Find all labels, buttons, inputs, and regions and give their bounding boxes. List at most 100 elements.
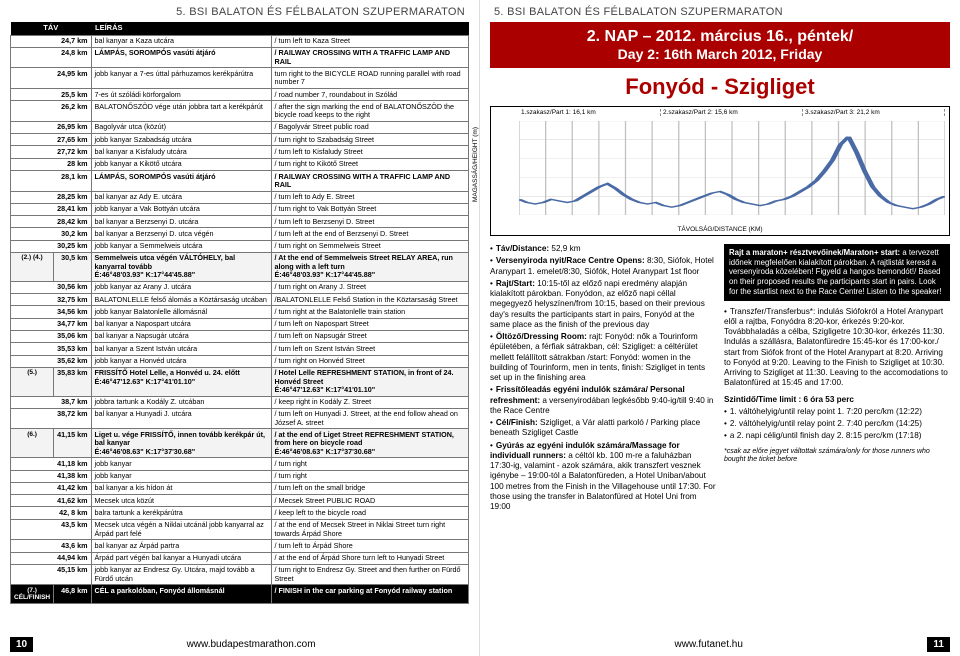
route-row: 30,2 km bal kanyar a Berzsenyi D. utca v… <box>11 228 469 240</box>
row-dist: 38,72 km <box>11 408 92 429</box>
route-row: 34,77 km bal kanyar a Napospart utcára /… <box>11 318 469 330</box>
row-en: / Bagolyvár Street public road <box>271 121 469 133</box>
maraton-plus-box: Rajt a maraton+ résztvevőinek/Maraton+ s… <box>724 244 950 301</box>
row-en: / turn right to Endresz Gy. Street and t… <box>271 564 469 585</box>
row-en: / turn left on Napospart Street <box>271 318 469 330</box>
stage-title: Fonyód - Szigliget <box>490 74 950 100</box>
page-left: 5. BSI BALATON ÉS FÉLBALATON SZUPERMARAT… <box>0 0 480 656</box>
row-dist: 43,5 km <box>11 519 92 540</box>
row-dist: 41,42 km <box>11 482 92 494</box>
row-dist: 28,41 km <box>11 203 92 215</box>
row-en: / turn left to Kaza Street <box>271 35 469 47</box>
row-en: / at the end of Mecsek Street in Niklai … <box>271 519 469 540</box>
row-hu: bal kanyar az Ady E. utcára <box>91 191 271 203</box>
row-dist: 34,56 km <box>11 306 92 318</box>
route-row: 41,42 km bal kanyar a kis hídon át / tur… <box>11 482 469 494</box>
row-en: / keep left to the bicycle road <box>271 507 469 519</box>
info-item: Gyúrás az egyéni indulók számára/Massage… <box>490 441 716 513</box>
row-hu: Mecsek utca végén a Niklai utcánál jobb … <box>91 519 271 540</box>
footer-left: 10 www.budapestmarathon.com <box>10 633 469 652</box>
row-hu: Árpád part végén bal kanyar a Hunyadi ut… <box>91 552 271 564</box>
day-line1: 2. NAP – 2012. március 16., péntek/ <box>494 28 946 46</box>
row-dist: 28,25 km <box>11 191 92 203</box>
row-hu: jobbra tartunk a Kodály Z. utcában <box>91 396 271 408</box>
route-row: 38,7 km jobbra tartunk a Kodály Z. utcáb… <box>11 396 469 408</box>
row-mark: (5.) <box>11 367 54 396</box>
row-mark: (2.) (4.) <box>11 252 54 281</box>
route-row: 41,18 km jobb kanyar / turn right <box>11 458 469 470</box>
row-hu: jobb kanyar az Endresz Gy. Utcára, majd … <box>91 564 271 585</box>
row-hu: bal kanyar a Berzsenyi D. utcára <box>91 216 271 228</box>
y-axis-label: MAGASSÁG/HEIGHT (m) <box>472 127 479 202</box>
route-row: 43,5 km Mecsek utca végén a Niklai utcán… <box>11 519 469 540</box>
footnote: *csak az előre jegyet váltottak számára/… <box>724 448 950 466</box>
row-hu: jobb kanyar az Arany J. utcára <box>91 281 271 293</box>
time-limit-head: Szintidő/Time limit : 6 óra 53 perc <box>724 395 950 405</box>
page-spread: 5. BSI BALATON ÉS FÉLBALATON SZUPERMARAT… <box>0 0 960 656</box>
info-item: Frissítőleadás egyéni indulók számára/ P… <box>490 385 716 416</box>
page-number-right: 11 <box>927 637 950 652</box>
route-row: 30,56 km jobb kanyar az Arany J. utcára … <box>11 281 469 293</box>
row-dist: 35,83 km <box>54 367 91 396</box>
row-en: / turn left to Ady E. Street <box>271 191 469 203</box>
row-en: / turn right <box>271 458 469 470</box>
row-en: / At the end of Semmelweis Street RELAY … <box>271 252 469 281</box>
route-row: 28,25 km bal kanyar az Ady E. utcára / t… <box>11 191 469 203</box>
route-table: TÁV LEÍRÁS 24,7 km bal kanyar a Kaza utc… <box>10 22 469 604</box>
route-row: 34,56 km jobb kanyar Balatonlelle állomá… <box>11 306 469 318</box>
route-row: (2.) (4.) 30,5 km Semmelweis utca végén … <box>11 252 469 281</box>
route-row: (5.) 35,83 km FRISSÍTŐ Hotel Lelle, a Ho… <box>11 367 469 396</box>
route-row: 28,1 km LÁMPÁS, SOROMPÓS vasúti átjáró /… <box>11 171 469 192</box>
route-row: 45,15 km jobb kanyar az Endresz Gy. Utcá… <box>11 564 469 585</box>
col-left: Táv/Distance: 52,9 kmVersenyiroda nyit/R… <box>490 244 716 514</box>
row-dist: 27,65 km <box>11 134 92 146</box>
route-row: 26,95 km Bagolyvár utca (közút) / Bagoly… <box>11 121 469 133</box>
info-item: Cél/Finish: Szigliget, a Vár alatti park… <box>490 418 716 439</box>
row-dist: 41,15 km <box>54 429 91 458</box>
row-hu: bal kanyar az Árpád partra <box>91 540 271 552</box>
info-item: Transzfer/Transferbus*: indulás Siófokró… <box>724 307 950 389</box>
row-mark: (6.) <box>11 429 54 458</box>
row-en: / turn left to Berzsenyi D. Street <box>271 216 469 228</box>
row-dist: 24,7 km <box>11 35 92 47</box>
row-hu: bal kanyar a Berzsenyi D. utca végén <box>91 228 271 240</box>
row-dist: 46,8 km <box>54 585 91 604</box>
row-dist: 35,62 km <box>11 355 92 367</box>
route-row: 24,7 km bal kanyar a Kaza utcára / turn … <box>11 35 469 47</box>
route-row: 25,5 km 7-es út szóládi körforgalom / ro… <box>11 89 469 101</box>
row-en: / at the end of Liget Street REFRESHMENT… <box>271 429 469 458</box>
row-dist: 44,94 km <box>11 552 92 564</box>
row-hu: BALATONLELLE felső álomás a Köztársaság … <box>91 294 271 306</box>
row-hu: jobb kanyar Szabadság utcára <box>91 134 271 146</box>
row-dist: 30,56 km <box>11 281 92 293</box>
day-line2: Day 2: 16th March 2012, Friday <box>494 46 946 62</box>
route-row: 27,65 km jobb kanyar Szabadság utcára / … <box>11 134 469 146</box>
row-hu: jobb kanyar a 7-es úttal párhuzamos keré… <box>91 68 271 89</box>
route-row: 28 km jobb kanyar a Kikötő utcára / turn… <box>11 158 469 170</box>
row-dist: 43,6 km <box>11 540 92 552</box>
row-en: / turn right to Szabadság Street <box>271 134 469 146</box>
row-en: / turn left to Árpád Shore <box>271 540 469 552</box>
row-en: / turn right <box>271 470 469 482</box>
row-en: / RAILWAY CROSSING WITH A TRAFFIC LAMP A… <box>271 171 469 192</box>
row-dist: 35,53 km <box>11 343 92 355</box>
th-desc: LEÍRÁS <box>91 22 469 35</box>
row-dist: 30,2 km <box>11 228 92 240</box>
row-dist: 28 km <box>11 158 92 170</box>
row-hu: LÁMPÁS, SOROMPÓS vasúti átjáró <box>91 171 271 192</box>
row-hu: bal kanyar a Szent István utcára <box>91 343 271 355</box>
route-row: 32,75 km BALATONLELLE felső álomás a Köz… <box>11 294 469 306</box>
info-item: Versenyiroda nyit/Race Centre Opens: 8:3… <box>490 256 716 277</box>
row-hu: jobb kanyar a Vak Bottyán utcára <box>91 203 271 215</box>
row-hu: bal kanyar a Napsugár utcára <box>91 330 271 342</box>
route-row: 42, 8 km balra tartunk a kerékpárútra / … <box>11 507 469 519</box>
row-dist: 25,5 km <box>11 89 92 101</box>
row-dist: 24,8 km <box>11 47 92 68</box>
row-hu: jobb kanyar a Kikötő utcára <box>91 158 271 170</box>
route-row: 44,94 km Árpád part végén bal kanyar a H… <box>11 552 469 564</box>
row-en: / turn left at the end of Berzsenyi D. S… <box>271 228 469 240</box>
row-en: turn right to the BICYCLE ROAD running p… <box>271 68 469 89</box>
row-dist: 41,62 km <box>11 495 92 507</box>
row-dist: 24,95 km <box>11 68 92 89</box>
row-hu: jobb kanyar a Semmelweis utcára <box>91 240 271 252</box>
